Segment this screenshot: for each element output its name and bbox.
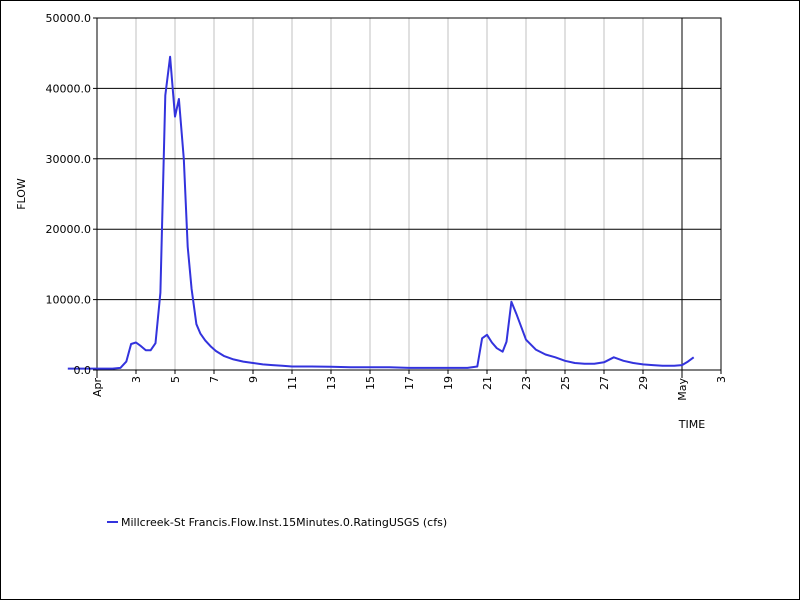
x-tick-label: 9: [247, 376, 260, 383]
x-tick-label: 11: [286, 376, 299, 390]
series-layer: [67, 55, 695, 370]
series-line: [67, 55, 695, 370]
x-axis-title: TIME: [678, 418, 705, 431]
legend: Millcreek-St Francis.Flow.Inst.15Minutes…: [107, 516, 447, 529]
y-tick-label: 40000.0: [46, 82, 92, 95]
x-major-tick-label: Apr: [91, 378, 104, 398]
x-tick-label: 17: [403, 376, 416, 390]
y-tick-label: 50000.0: [46, 12, 92, 25]
x-tick-label: 25: [559, 376, 572, 390]
grid-layer: [97, 18, 721, 370]
x-tick-label: 29: [637, 376, 650, 390]
x-major-tick-label: May: [676, 378, 689, 401]
x-tick-label: 7: [208, 376, 221, 383]
legend-label: Millcreek-St Francis.Flow.Inst.15Minutes…: [121, 516, 447, 529]
y-axis-title: FLOW: [15, 178, 28, 210]
y-tick-label: 0.0: [74, 364, 92, 377]
x-tick-label: 3: [130, 376, 143, 383]
y-tick-label: 30000.0: [46, 153, 92, 166]
y-tick-label: 20000.0: [46, 223, 92, 236]
y-tick-label: 10000.0: [46, 294, 92, 307]
x-tick-label: 27: [598, 376, 611, 390]
x-tick-label: 21: [481, 376, 494, 390]
x-tick-label: 15: [364, 376, 377, 390]
tick-layer: 0.0 10000.0 20000.0 30000.0 40000.0 50000.0 3 5…: [46, 12, 729, 401]
x-tick-label: 19: [442, 376, 455, 390]
x-tick-label: 13: [325, 376, 338, 390]
x-tick-label: 5: [169, 376, 182, 383]
x-tick-label: 23: [520, 376, 533, 390]
x-tick-label: 3: [715, 376, 728, 383]
